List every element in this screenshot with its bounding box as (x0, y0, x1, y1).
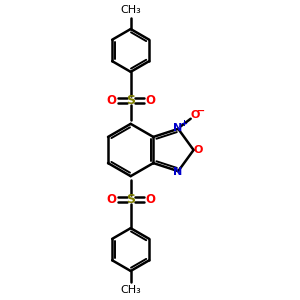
Text: O: O (145, 193, 155, 206)
Text: O: O (193, 145, 203, 155)
Text: CH₃: CH₃ (120, 285, 141, 295)
Text: N: N (173, 123, 182, 133)
Text: O: O (106, 94, 116, 107)
Text: O: O (145, 94, 155, 107)
Text: +: + (180, 119, 187, 128)
Text: CH₃: CH₃ (120, 5, 141, 15)
Text: S: S (126, 193, 135, 206)
Text: O: O (190, 110, 200, 120)
Text: O: O (106, 193, 116, 206)
Text: S: S (126, 94, 135, 107)
Text: N: N (173, 167, 182, 177)
Text: −: − (197, 106, 206, 116)
